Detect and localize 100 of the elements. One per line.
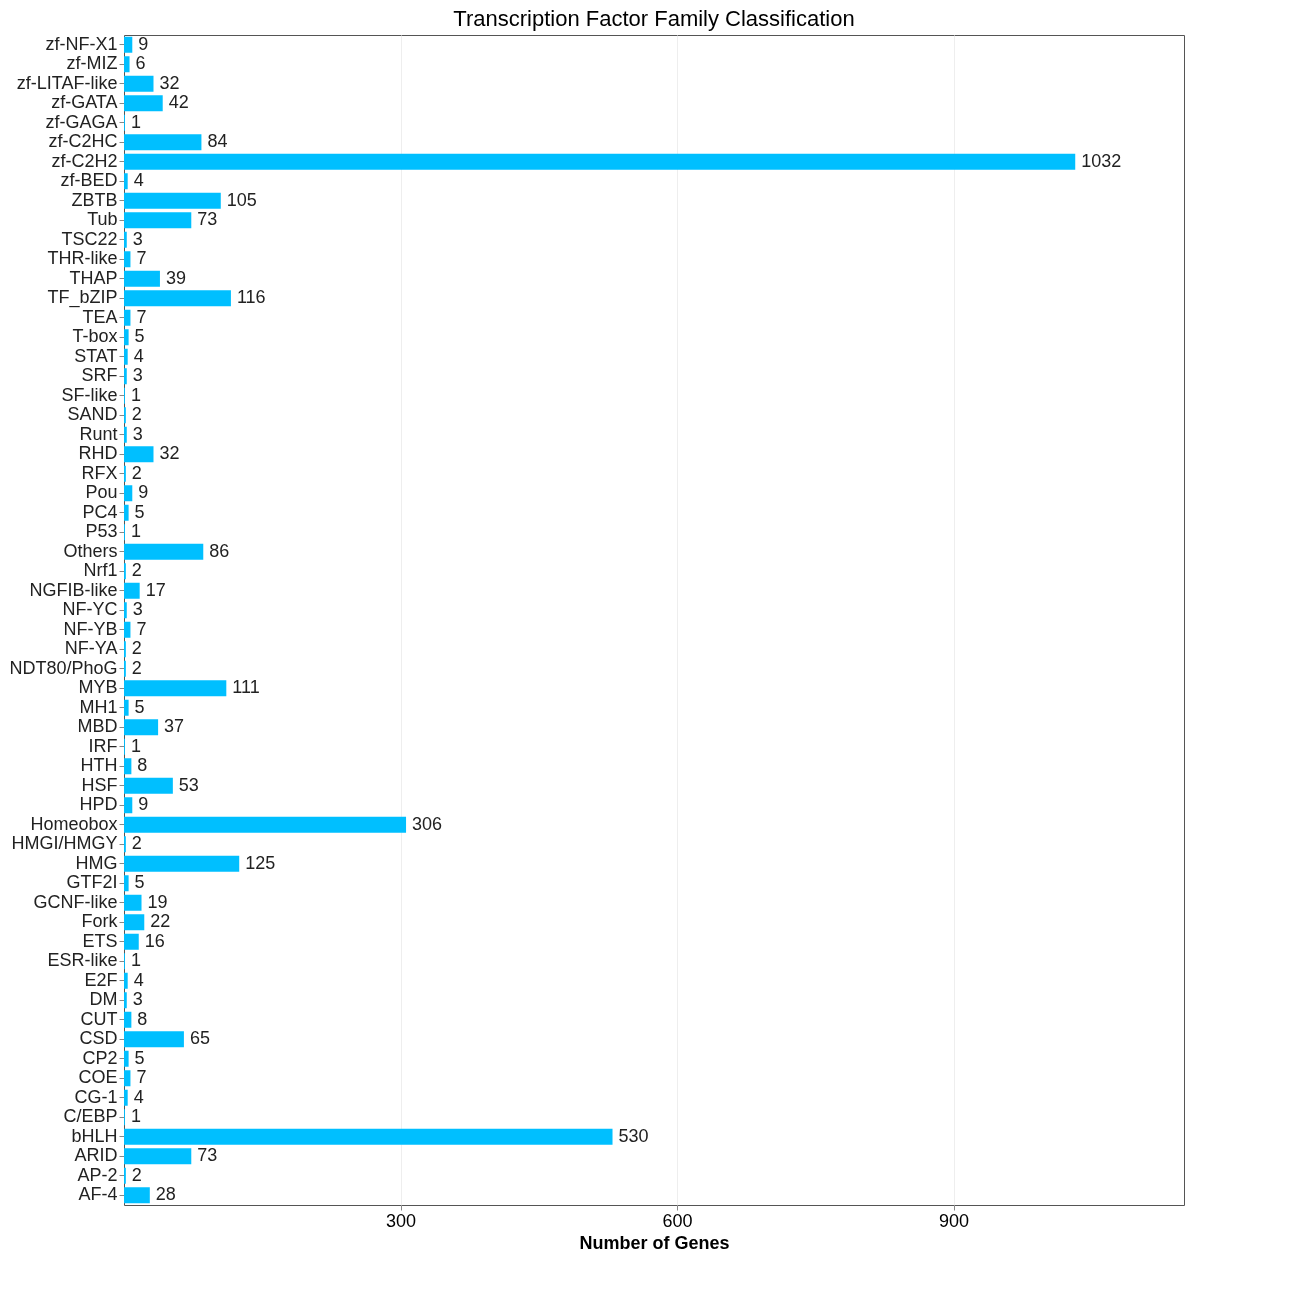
bar xyxy=(124,290,231,307)
bar xyxy=(124,1070,131,1087)
bar xyxy=(124,699,129,716)
bar xyxy=(124,270,160,287)
bar xyxy=(124,56,130,73)
bar xyxy=(124,231,127,248)
y-tick-label: CSD xyxy=(79,1028,118,1049)
data-label: 1032 xyxy=(1081,150,1122,171)
y-tick-label: zf-MIZ xyxy=(66,53,118,74)
bar xyxy=(124,680,227,697)
bar xyxy=(124,719,159,736)
y-tick-label: E2F xyxy=(84,969,118,990)
data-label: 2 xyxy=(131,1164,142,1185)
data-label: 39 xyxy=(165,267,186,288)
y-tick-label: THR-like xyxy=(47,248,118,269)
data-label: 1 xyxy=(130,111,141,132)
data-label: 1 xyxy=(130,384,141,405)
bar xyxy=(124,1031,184,1048)
y-tick-label: PC4 xyxy=(82,501,118,522)
bar xyxy=(124,1148,192,1165)
bar xyxy=(124,602,127,619)
data-label: 1 xyxy=(130,735,141,756)
bar xyxy=(124,348,128,365)
data-label: 16 xyxy=(144,930,165,951)
y-tick-label: NDT80/PhoG xyxy=(9,657,118,678)
bar xyxy=(124,543,204,560)
bar xyxy=(124,758,132,775)
y-tick-label: CUT xyxy=(80,1008,118,1029)
bar xyxy=(124,992,127,1009)
data-label: 3 xyxy=(132,365,143,386)
data-label: 4 xyxy=(133,1086,144,1107)
bar xyxy=(124,75,154,92)
data-label: 116 xyxy=(236,287,266,308)
bar xyxy=(124,1050,129,1067)
data-label: 17 xyxy=(145,579,166,600)
data-label: 32 xyxy=(159,443,180,464)
bar xyxy=(124,972,128,989)
bar xyxy=(124,485,133,502)
data-label: 111 xyxy=(232,677,260,698)
bar xyxy=(124,368,127,385)
bar xyxy=(124,797,133,814)
y-tick-label: bHLH xyxy=(71,1125,118,1146)
data-label: 5 xyxy=(134,872,145,893)
bar xyxy=(124,894,142,911)
bar xyxy=(124,153,1076,170)
bar xyxy=(124,914,145,931)
data-label: 306 xyxy=(412,813,443,834)
y-tick-label: zf-GAGA xyxy=(45,111,118,132)
bar xyxy=(124,329,129,346)
bar xyxy=(124,95,163,112)
bar xyxy=(124,816,407,833)
bar xyxy=(124,1128,613,1145)
data-label: 9 xyxy=(138,482,149,503)
data-label: 1 xyxy=(130,521,141,542)
y-tick-label: Nrf1 xyxy=(83,560,118,581)
y-tick-label: SF-like xyxy=(61,384,118,405)
data-label: 7 xyxy=(136,1067,147,1088)
data-label: 9 xyxy=(138,794,149,815)
y-tick-label: GCNF-like xyxy=(33,891,118,912)
data-label: 5 xyxy=(134,501,145,522)
data-label: 73 xyxy=(197,1145,218,1166)
y-tick-label: NF-YA xyxy=(64,638,118,659)
y-tick-label: ARID xyxy=(74,1145,118,1166)
data-label: 7 xyxy=(136,248,147,269)
data-label: 5 xyxy=(134,696,145,717)
bar xyxy=(124,777,173,794)
y-tick-label: ZBTB xyxy=(71,189,118,210)
y-tick-label: zf-BED xyxy=(60,170,118,191)
y-tick-label: Pou xyxy=(85,482,118,503)
y-tick-label: AP-2 xyxy=(77,1164,118,1185)
data-label: 73 xyxy=(197,209,218,230)
data-label: 1 xyxy=(130,1106,141,1127)
y-tick-label: zf-GATA xyxy=(51,92,118,113)
y-tick-label: MBD xyxy=(77,716,118,737)
data-label: 5 xyxy=(134,326,145,347)
bar xyxy=(124,192,221,209)
y-tick-label: SRF xyxy=(81,365,118,386)
y-tick-label: TSC22 xyxy=(61,228,118,249)
y-tick-label: AF-4 xyxy=(78,1184,118,1205)
y-tick-label: HPD xyxy=(79,794,118,815)
data-label: 4 xyxy=(133,170,144,191)
data-label: 5 xyxy=(134,1047,145,1068)
bar xyxy=(124,134,202,151)
data-label: 37 xyxy=(164,716,185,737)
bar xyxy=(124,1011,132,1028)
y-tick-label: zf-NF-X1 xyxy=(45,33,118,54)
bar xyxy=(124,582,140,599)
x-tick-label: 900 xyxy=(939,1210,970,1231)
y-tick-label: DM xyxy=(89,989,118,1010)
data-label: 3 xyxy=(132,228,143,249)
y-tick-label: NF-YC xyxy=(62,599,118,620)
data-label: 3 xyxy=(132,599,143,620)
y-tick-label: TF_bZIP xyxy=(47,287,118,309)
bar xyxy=(124,855,240,872)
bar xyxy=(124,504,129,521)
data-label: 3 xyxy=(132,423,143,444)
data-label: 4 xyxy=(133,969,144,990)
data-label: 3 xyxy=(132,989,143,1010)
y-tick-label: zf-C2H2 xyxy=(51,150,118,171)
y-tick-label: Runt xyxy=(79,423,118,444)
